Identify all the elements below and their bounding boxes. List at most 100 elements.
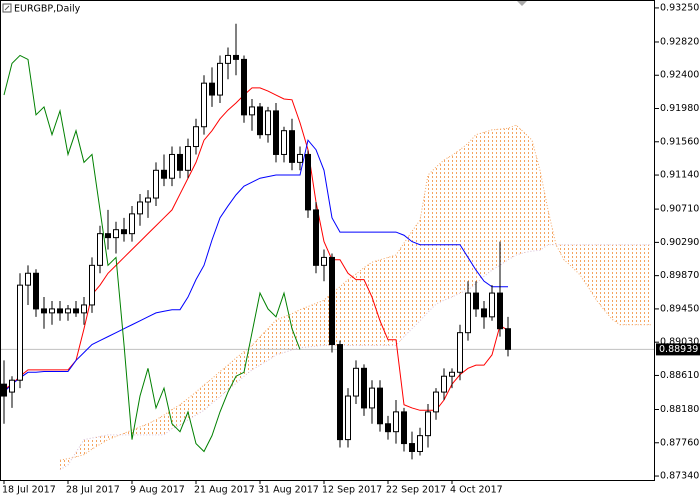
candle-body-up [425,411,431,437]
x-tick-label: 28 Jul 2017 [66,485,120,496]
x-tick-label: 22 Sep 2017 [386,485,446,496]
candle-body-up [113,229,119,239]
candle-body-up [97,233,103,266]
candle-body-down [33,272,39,310]
candle-body-up [369,387,375,409]
candle-body-up [457,332,463,373]
candle-body-up [49,308,55,314]
y-tick-label: 0.92400 [660,70,699,81]
candle-body-up [297,153,303,163]
candle-body-up [89,264,95,306]
y-tick-label: 0.89030 [660,337,699,348]
candle-body-down [473,292,479,310]
candle-body-up [217,62,223,96]
symbol-icon [2,3,12,13]
candle-body-up [321,256,327,266]
candle-body-down [57,308,63,314]
candle-body-up [129,213,135,235]
candle-body-up [185,146,191,171]
y-tick-label: 0.89870 [660,270,699,281]
x-tick-label: 4 Oct 2017 [450,485,503,496]
candle-body-down [73,308,79,314]
x-tick-label: 21 Aug 2017 [194,485,255,496]
plot-area [0,23,655,471]
candle-body-up [449,371,455,377]
indicator-line [3,87,509,411]
indicator-line [3,139,508,393]
x-tick-label: 18 Jul 2017 [2,485,56,496]
candle-body-down [121,229,127,235]
candle-body-down [105,233,111,239]
x-tick-label: 12 Sep 2017 [322,485,382,496]
y-tick-label: 0.91140 [660,170,699,181]
candle-body-down [313,209,319,266]
x-tick-label: 31 Aug 2017 [258,485,319,496]
candle-body-up [441,375,447,393]
candle-body-up [417,435,423,452]
candle-body-down [257,106,263,136]
last-price-box [656,343,700,356]
candle-body-up [393,411,399,433]
candle-body-down [337,344,343,441]
candle-body-up [169,153,175,179]
candle-body-up [137,201,143,215]
candle-body-up [345,395,351,441]
candle-body-up [353,367,359,397]
span-b-line [59,244,652,471]
symbol-icon-stroke [4,5,10,11]
y-tick-label: 0.90290 [660,237,699,248]
x-tick-label: 9 Aug 2017 [130,485,185,496]
candle-body-up [25,272,31,286]
candle-body-up [81,304,87,314]
candle-body-down [409,443,415,452]
candle-body-down [161,169,167,179]
candle-body-up [65,308,71,314]
candle-body-up [265,110,271,136]
y-tick-label: 0.92820 [660,36,699,47]
y-tick-label: 0.88180 [660,404,699,415]
candle-body-up [489,292,495,318]
candle-body-down [377,387,383,425]
candle-body-up [465,292,471,334]
candle-body-down [329,256,335,346]
cloud-area [60,125,652,470]
candle-body-down [385,423,391,433]
plot-frame [0,0,655,481]
candle-body-down [273,110,279,155]
candle-body-up [433,391,439,413]
shift-marker [517,1,527,6]
candle-body-down [361,367,367,409]
y-tick-label: 0.89450 [660,303,699,314]
span-a-line [59,124,652,461]
candle-body-down [241,58,247,116]
y-tick-label: 0.88610 [660,370,699,381]
y-tick-label: 0.93250 [660,2,699,13]
candle-body-down [41,308,47,314]
candle-body-up [193,126,199,148]
candle-body-up [17,284,23,381]
y-tick-label: 0.90710 [660,204,699,215]
chart-title: EURGBP,Daily [14,4,81,15]
candle-body-up [145,197,151,203]
indicator-line [3,54,301,453]
candle-body-up [9,379,15,393]
last-price-label: 0.88939 [659,344,698,355]
candle-body-down [1,383,7,397]
candle-body-up [281,130,287,155]
candle-body-down [177,153,183,171]
candle-body-up [201,82,207,128]
candle-body-down [289,130,295,163]
candle-body-down [505,328,511,350]
candle-body-down [401,411,407,445]
candle-body-up [225,54,231,64]
candle-body-down [233,54,239,60]
candle-body-up [153,169,159,199]
candle-body-up [249,106,255,116]
candle-body-down [497,292,503,330]
y-tick-label: 0.87340 [660,471,699,482]
y-tick-label: 0.87760 [660,437,699,448]
y-tick-label: 0.91980 [660,103,699,114]
candle-body-down [209,82,215,96]
